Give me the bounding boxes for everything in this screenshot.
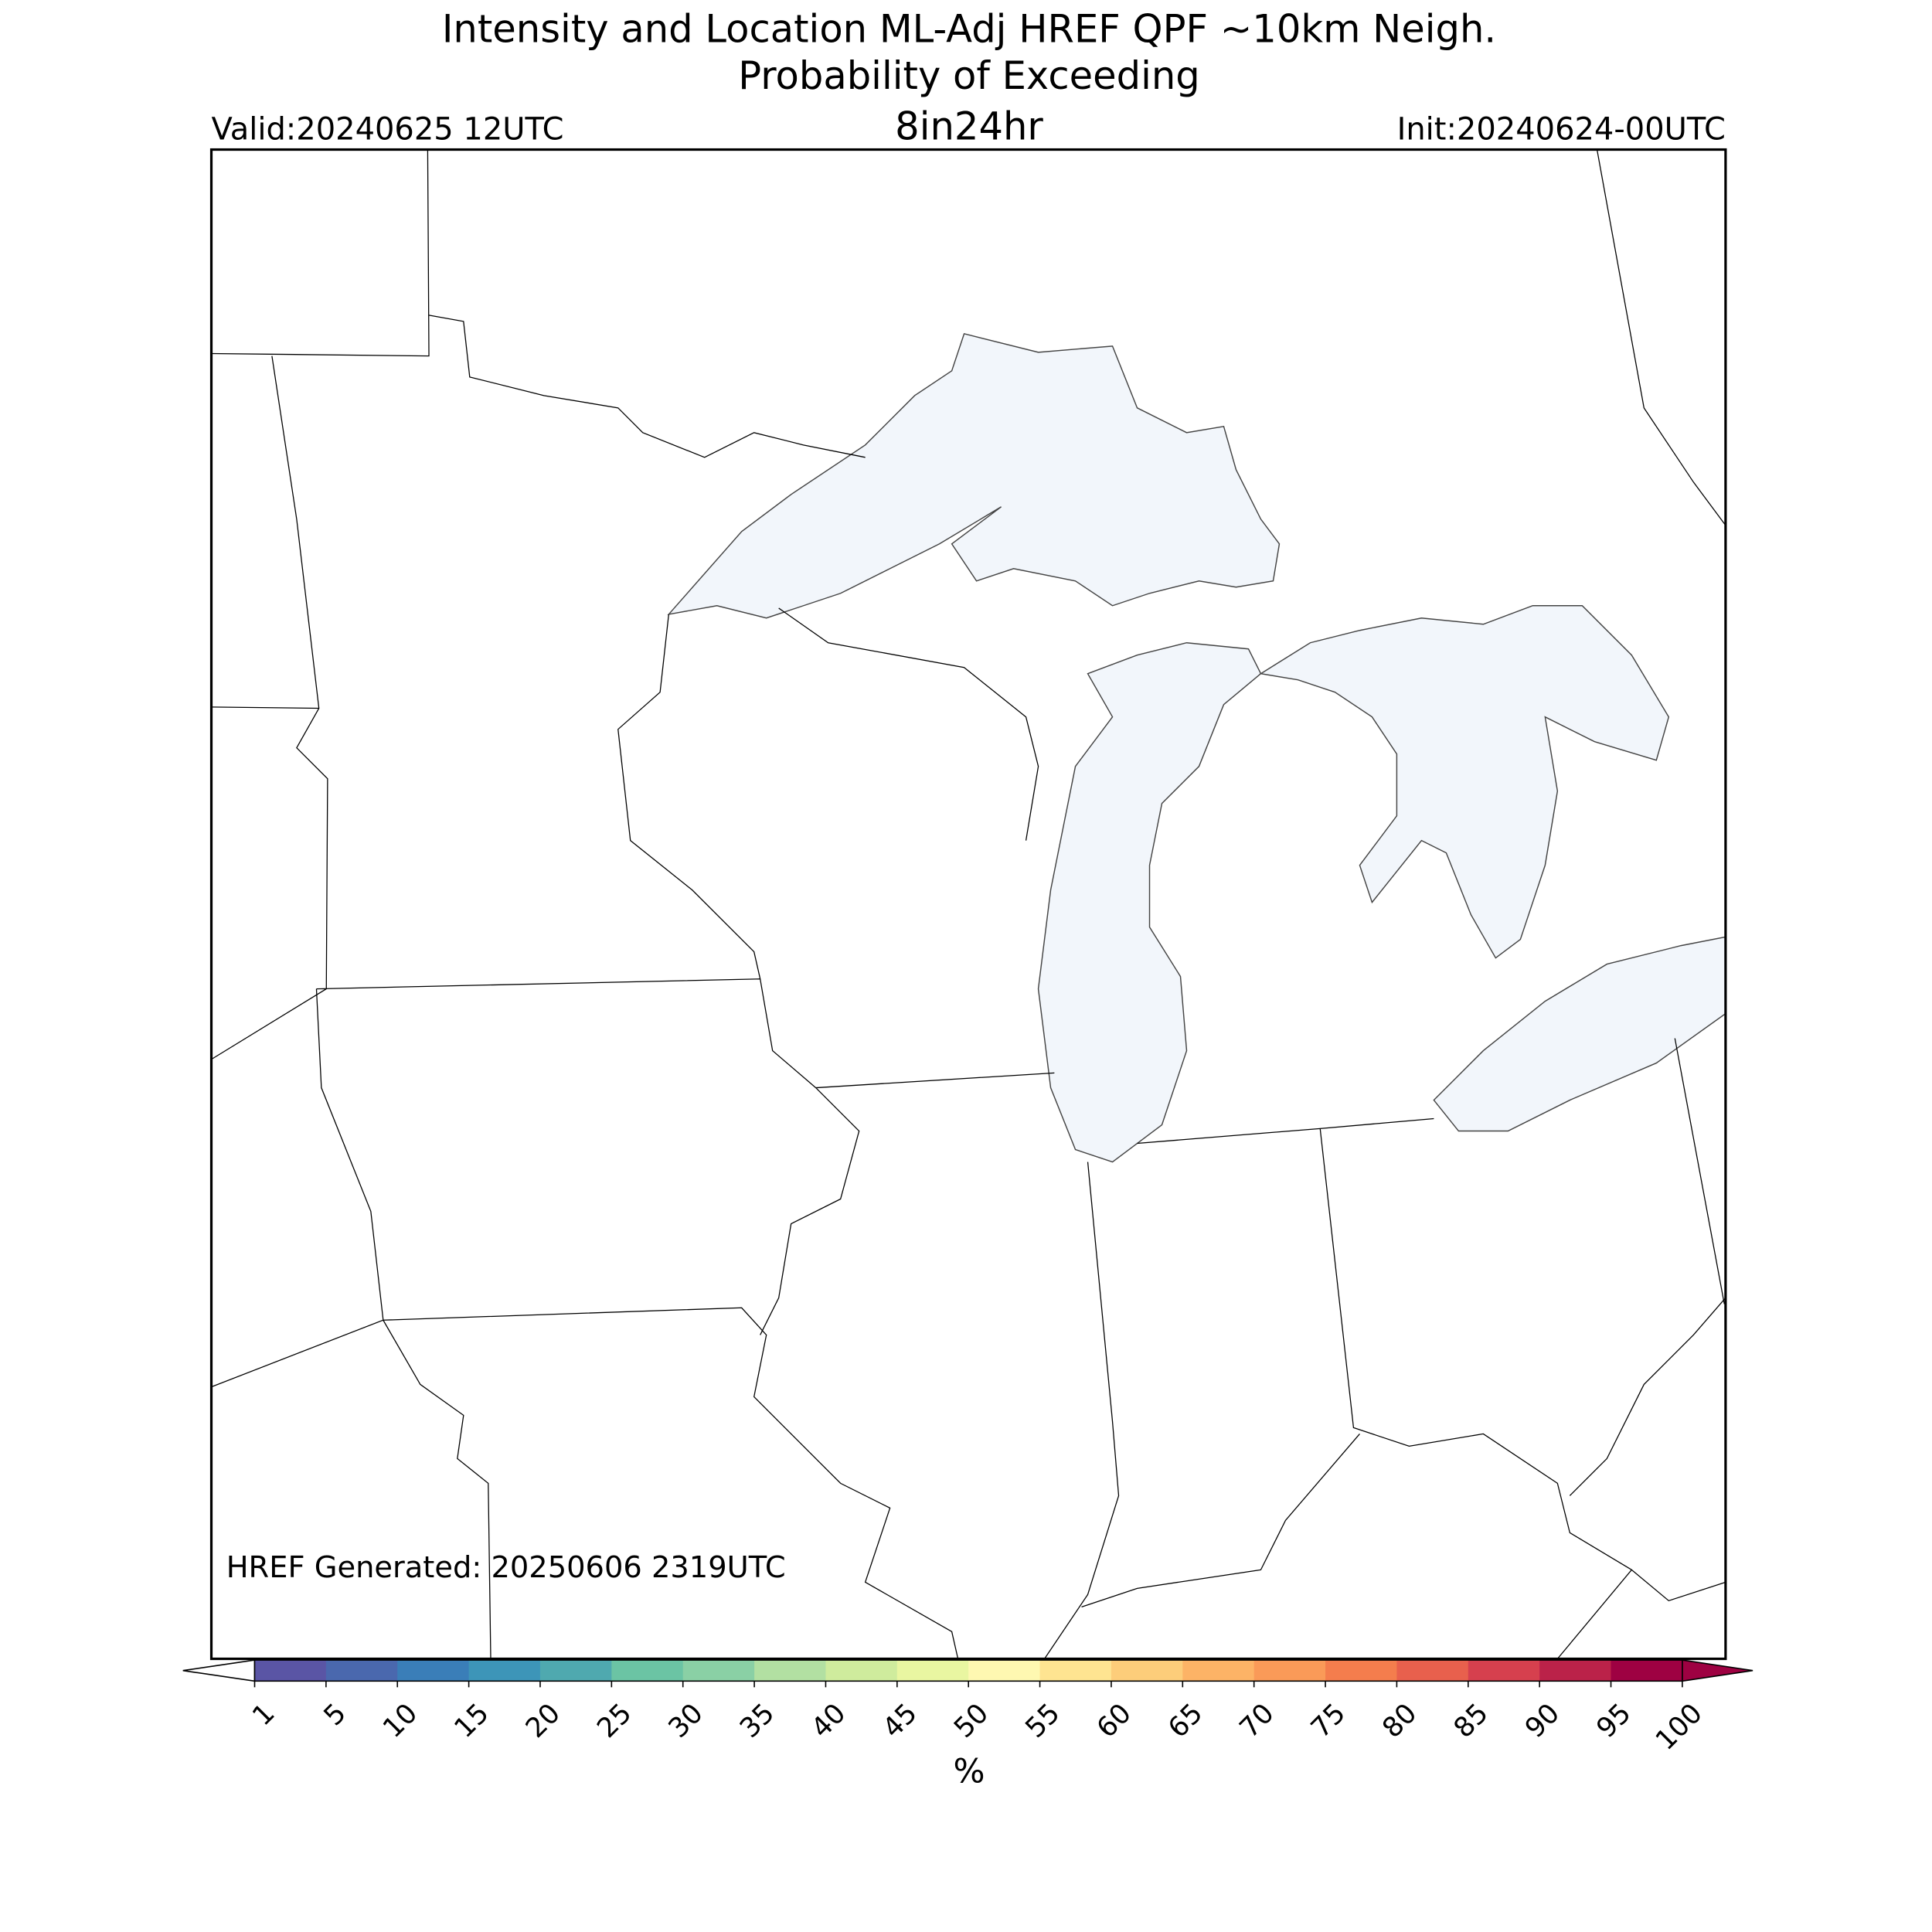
colorbar-segment <box>1111 1660 1184 1682</box>
colorbar-tick-label: 80 <box>1376 1697 1423 1744</box>
subtitle: Probability of Exceeding <box>738 53 1200 98</box>
lake-superior <box>667 333 1281 619</box>
colorbar-segment <box>1396 1660 1469 1682</box>
colorbar-tick-label: 65 <box>1162 1697 1209 1744</box>
colorbar-segment <box>1611 1660 1683 1682</box>
colorbar-segment <box>611 1660 684 1682</box>
map-frame <box>209 148 1727 1661</box>
colorbar-tick-label: 1 <box>247 1697 281 1732</box>
colorbar-tick-label: 15 <box>448 1697 495 1744</box>
colorbar-over <box>1682 1659 1753 1682</box>
colorbar-tick-label: 10 <box>377 1697 424 1744</box>
colorbar-tick-label: 20 <box>519 1697 566 1744</box>
colorbar-segment <box>254 1660 327 1682</box>
colorbar-tick-label: 90 <box>1519 1697 1566 1744</box>
lake-huron <box>1259 605 1670 959</box>
colorbar-tick-label: 55 <box>1019 1697 1066 1744</box>
valid-time: Valid:20240625 12UTC <box>212 112 564 148</box>
colorbar-tick-label: 45 <box>876 1697 923 1744</box>
colorbar-tick-label: 60 <box>1090 1697 1138 1744</box>
colorbar-under <box>182 1659 256 1682</box>
colorbar-segment <box>1039 1660 1112 1682</box>
map-area: HREF Generated: 20250606 2319UTC <box>209 148 1727 1661</box>
colorbar-segment <box>825 1660 898 1682</box>
colorbar-tick-label: 85 <box>1447 1697 1495 1744</box>
lake-michigan <box>1037 642 1262 1163</box>
threshold: 8in24hr <box>895 104 1043 149</box>
colorbar-tick-label: 35 <box>734 1697 781 1744</box>
footnote: HREF Generated: 20250606 2319UTC <box>226 1550 786 1585</box>
borders <box>211 149 1726 1659</box>
colorbar-segment <box>682 1660 755 1682</box>
colorbar-tick-label: 70 <box>1233 1697 1281 1744</box>
colorbar-tick-label: 75 <box>1304 1697 1352 1744</box>
init-time: Init:20240624-00UTC <box>1397 112 1726 148</box>
colorbar-segment <box>1182 1660 1255 1682</box>
colorbar-segment <box>968 1660 1041 1682</box>
colorbar-segment <box>468 1660 541 1682</box>
colorbar-tick-label: 30 <box>662 1697 709 1744</box>
colorbar-tick-label: 25 <box>591 1697 638 1744</box>
colorbar: 1 5 10 15 20 25 30 35 40 45 50 55 60 65 70 75 80 85 90 95 10… <box>182 1659 1753 1757</box>
colorbar-tick-label: 100 <box>1649 1697 1708 1756</box>
colorbar-tick-label: 50 <box>948 1697 995 1744</box>
title: Intensity and Location ML-Adj HREF QPF ~… <box>442 6 1496 51</box>
colorbar-segment <box>1539 1660 1612 1682</box>
colorbar-tick-label: 95 <box>1590 1697 1638 1744</box>
colorbar-segment <box>1325 1660 1398 1682</box>
colorbar-segment <box>1468 1660 1540 1682</box>
colorbar-segment <box>539 1660 613 1682</box>
colorbar-segment <box>397 1660 470 1682</box>
colorbar-segment <box>1253 1660 1326 1682</box>
colorbar-label: % <box>953 1752 985 1791</box>
colorbar-segment <box>896 1660 969 1682</box>
colorbar-tick-label: 40 <box>805 1697 852 1744</box>
colorbar-tick-label: 5 <box>318 1697 352 1732</box>
colorbar-segment <box>325 1660 399 1682</box>
colorbar-segment <box>754 1660 827 1682</box>
